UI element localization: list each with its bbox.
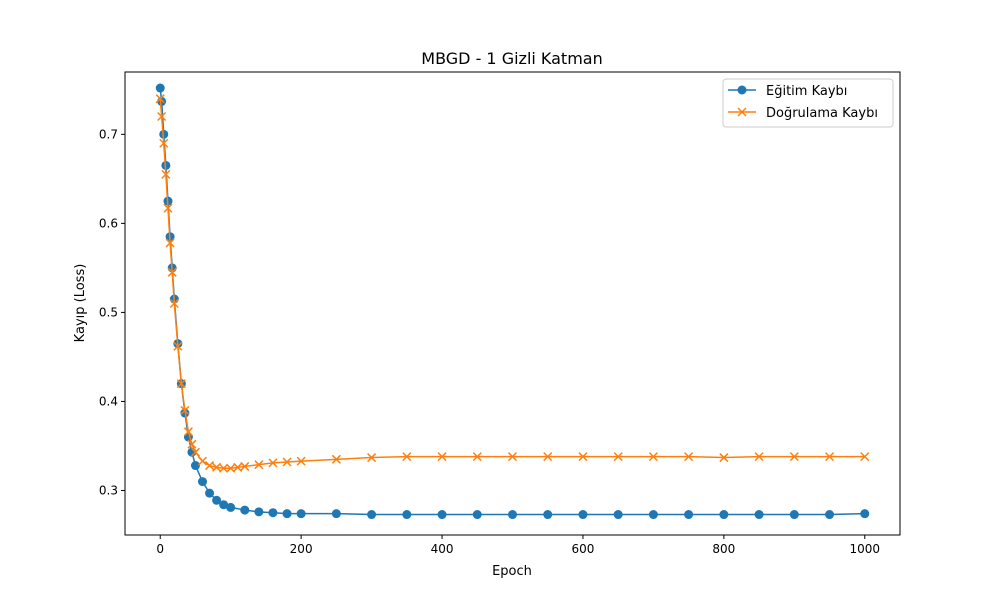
data-point: [240, 461, 250, 471]
series-layer: [155, 83, 870, 520]
data-point: [472, 510, 482, 520]
data-point: [719, 453, 729, 463]
x-tick-label: 400: [431, 542, 454, 556]
data-point: [331, 454, 341, 464]
data-point: [296, 456, 306, 466]
data-point: [165, 238, 175, 248]
data-point: [860, 509, 870, 519]
data-point: [472, 452, 482, 462]
legend-label-val: Doğrulama Kaybı: [766, 106, 878, 121]
data-point: [437, 452, 447, 462]
legend-marker-val: [737, 107, 747, 117]
data-point: [648, 452, 658, 462]
y-tick-label: 0.3: [99, 483, 118, 497]
chart-title: MBGD - 1 Gizli Katman: [421, 49, 602, 68]
data-point: [684, 510, 694, 520]
x-tick-label: 800: [712, 542, 735, 556]
y-tick-label: 0.4: [99, 394, 118, 408]
data-point: [155, 94, 165, 104]
data-point: [825, 510, 835, 520]
data-point: [183, 427, 193, 437]
data-point: [754, 510, 764, 520]
plot-frame: [124, 71, 901, 536]
data-point: [367, 510, 377, 520]
data-point: [543, 510, 553, 520]
data-point: [825, 452, 835, 462]
x-tick-label: 0: [156, 542, 164, 556]
data-point: [507, 452, 518, 462]
data-point: [648, 510, 658, 520]
legend-box: [722, 78, 894, 128]
data-point: [157, 111, 167, 122]
series-validation-loss: [155, 94, 870, 473]
data-point: [219, 463, 229, 473]
data-point: [159, 138, 169, 148]
data-point: [205, 461, 215, 471]
data-point: [254, 507, 264, 517]
data-point: [543, 452, 553, 462]
data-point: [268, 458, 278, 468]
data-point: [240, 505, 250, 515]
data-point: [282, 457, 292, 467]
data-point: [173, 341, 183, 351]
x-tick-label: 200: [290, 542, 313, 556]
y-axis-label: Kayıp (Loss): [73, 264, 88, 343]
data-point: [789, 452, 799, 462]
x-tick-label: 600: [572, 542, 595, 556]
data-point: [254, 460, 264, 470]
data-point: [578, 510, 588, 520]
data-point: [613, 510, 623, 520]
y-axis: 0.3 0.4 0.5 0.6 0.7: [99, 127, 125, 497]
data-point: [331, 509, 341, 519]
data-point: [169, 298, 179, 309]
data-point: [226, 502, 236, 512]
legend: Eğitim Kaybı Doğrulama Kaybı: [722, 78, 894, 128]
data-point: [402, 510, 412, 520]
data-point: [367, 453, 377, 463]
data-point: [212, 495, 222, 505]
data-point: [719, 510, 729, 520]
data-point: [205, 488, 215, 498]
data-point: [437, 510, 447, 520]
data-point: [190, 461, 200, 471]
data-point: [508, 510, 517, 520]
data-point: [268, 508, 278, 518]
data-point: [187, 439, 197, 449]
data-point: [684, 452, 694, 462]
data-point: [180, 405, 190, 415]
data-point: [613, 452, 623, 462]
y-tick-label: 0.6: [99, 216, 118, 230]
data-point: [296, 509, 306, 519]
data-point: [155, 83, 165, 93]
data-point: [219, 500, 229, 510]
data-point: [402, 452, 412, 462]
x-axis-label: Epoch: [492, 564, 532, 579]
data-point: [197, 456, 208, 466]
data-point: [578, 452, 588, 462]
data-point: [176, 379, 186, 389]
data-point: [190, 447, 200, 457]
data-point: [789, 510, 799, 520]
data-point: [282, 509, 292, 519]
data-point: [167, 267, 177, 277]
y-tick-label: 0.5: [99, 305, 118, 319]
legend-marker-train: [737, 85, 747, 95]
data-point: [198, 477, 207, 487]
legend-label-train: Eğitim Kaybı: [766, 84, 847, 99]
data-point: [860, 452, 870, 462]
data-point: [754, 452, 764, 462]
x-tick-label: 1000: [849, 542, 880, 556]
data-point: [163, 203, 173, 213]
x-axis: 0 200 400 600 800 1000: [156, 535, 880, 556]
data-point: [161, 169, 171, 179]
y-tick-label: 0.7: [99, 127, 118, 141]
